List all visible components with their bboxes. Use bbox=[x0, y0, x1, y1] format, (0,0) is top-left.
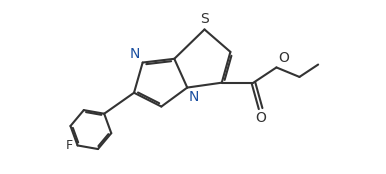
Text: O: O bbox=[255, 112, 266, 125]
Text: N: N bbox=[130, 47, 141, 61]
Text: O: O bbox=[279, 51, 290, 65]
Text: F: F bbox=[66, 139, 73, 152]
Text: N: N bbox=[188, 90, 199, 104]
Text: S: S bbox=[200, 12, 209, 26]
